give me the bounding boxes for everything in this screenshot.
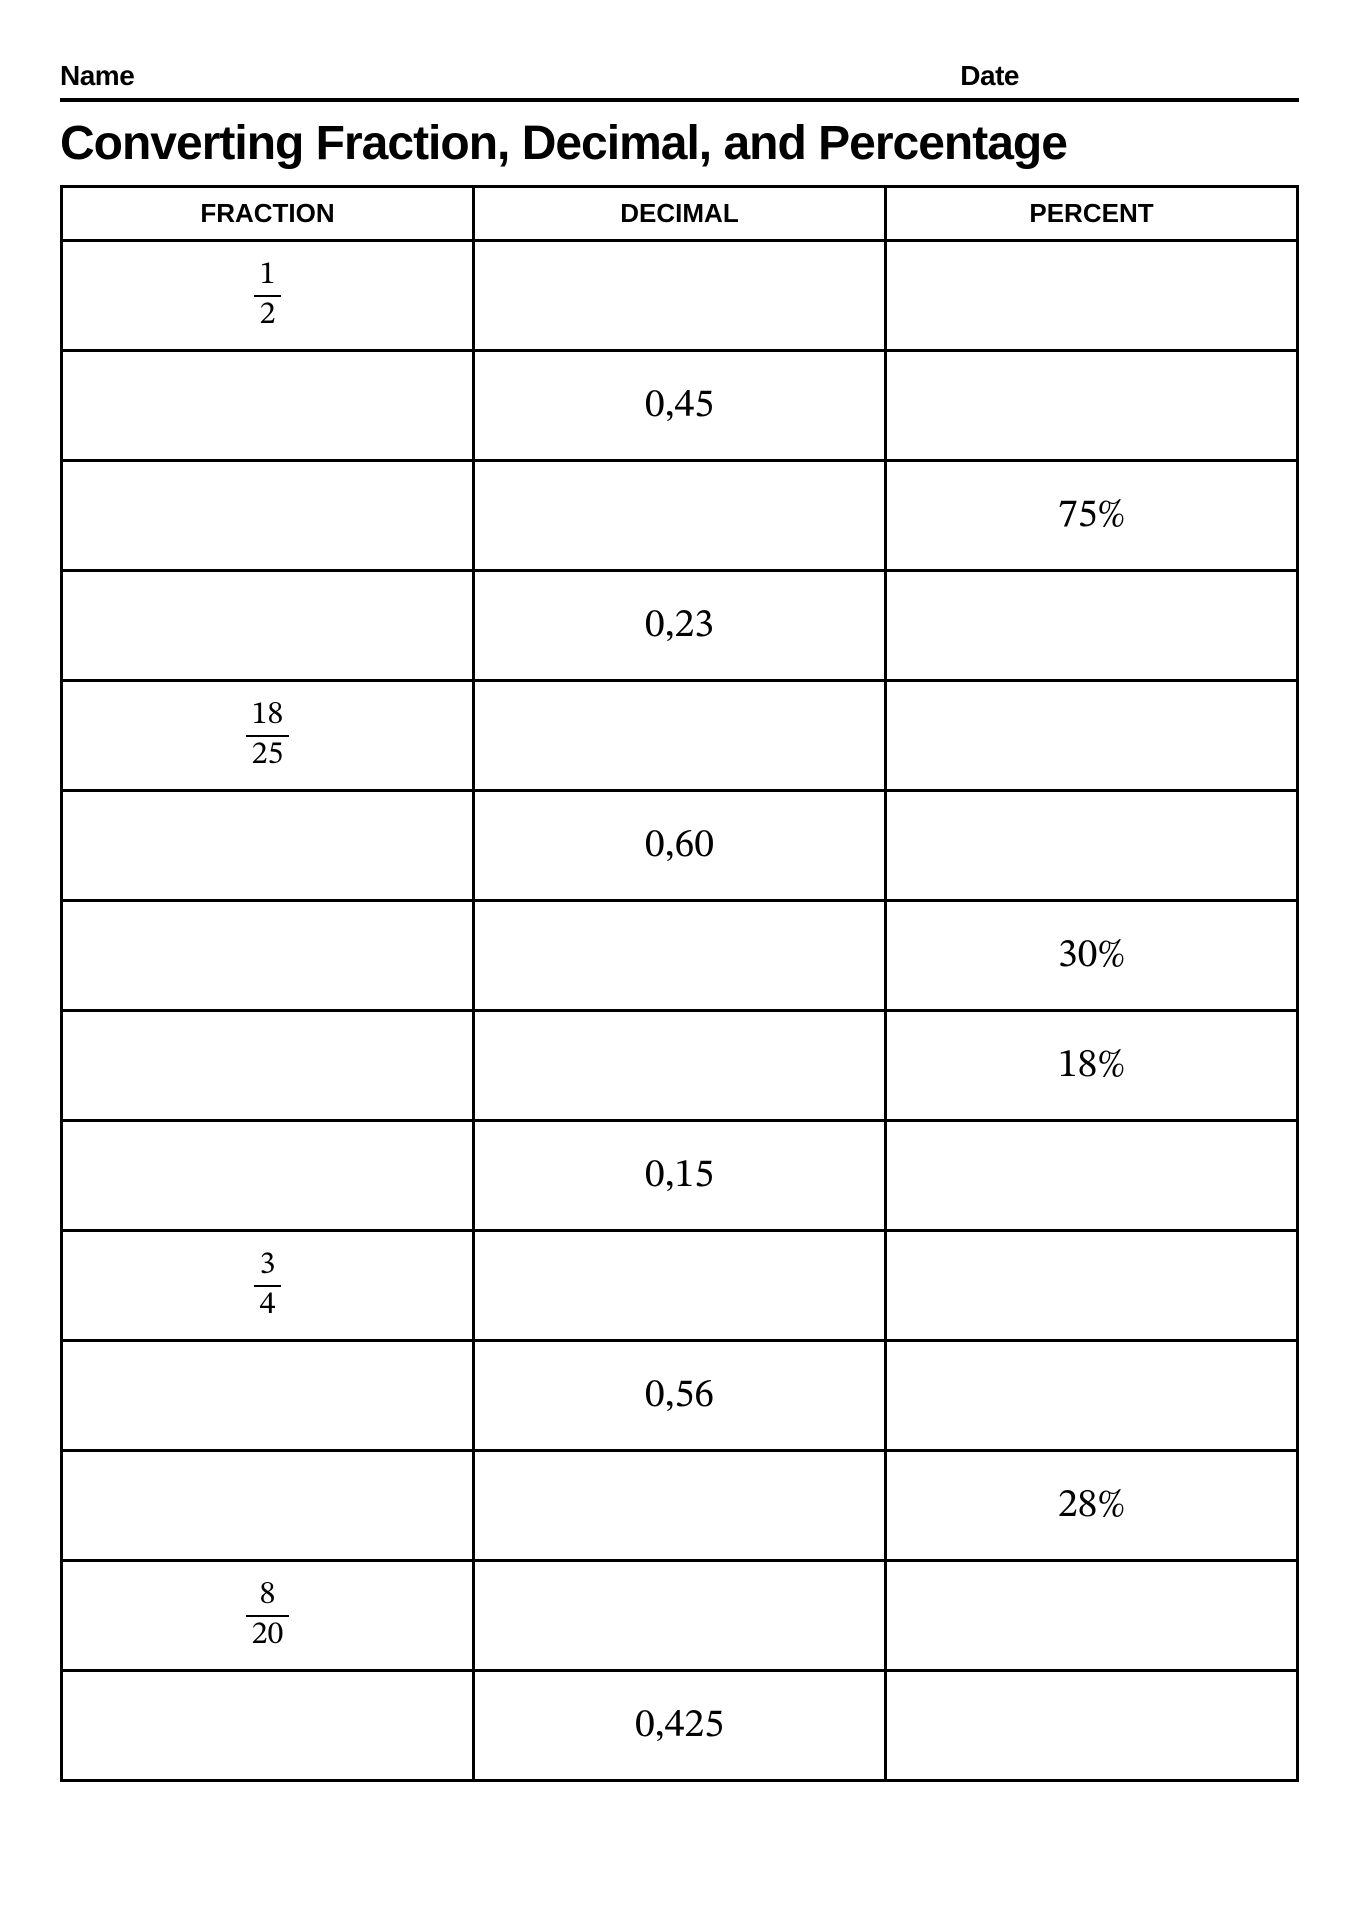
- table-row: 0,56: [62, 1341, 1298, 1451]
- fraction-cell[interactable]: [62, 901, 474, 1011]
- decimal-cell[interactable]: [474, 241, 886, 351]
- decimal-value: 0,56: [645, 1376, 714, 1416]
- percent-value: 30%: [1058, 936, 1125, 976]
- fraction-cell[interactable]: [62, 571, 474, 681]
- percent-cell[interactable]: [886, 1341, 1298, 1451]
- decimal-value: 0,60: [645, 826, 714, 866]
- percent-cell[interactable]: [886, 1231, 1298, 1341]
- decimal-value: 0,15: [645, 1156, 714, 1196]
- table-row: 75%: [62, 461, 1298, 571]
- percent-cell[interactable]: [886, 1561, 1298, 1671]
- name-label: Name: [60, 60, 134, 92]
- fraction-numerator: 8: [246, 1578, 290, 1616]
- fraction-cell[interactable]: [62, 1011, 474, 1121]
- fraction-numerator: 3: [254, 1248, 282, 1286]
- table-row: 18%: [62, 1011, 1298, 1121]
- col-header-decimal: DECIMAL: [474, 187, 886, 241]
- table-row: 1825: [62, 681, 1298, 791]
- percent-value: 18%: [1058, 1046, 1125, 1086]
- percent-value: 28%: [1058, 1486, 1125, 1526]
- decimal-cell[interactable]: [474, 681, 886, 791]
- fraction-denominator: 20: [246, 1617, 290, 1653]
- fraction-cell[interactable]: [62, 791, 474, 901]
- fraction-cell[interactable]: 1825: [62, 681, 474, 791]
- page-title: Converting Fraction, Decimal, and Percen…: [60, 116, 1299, 171]
- fraction-denominator: 4: [254, 1287, 282, 1323]
- fraction-cell[interactable]: [62, 461, 474, 571]
- decimal-cell[interactable]: 0,23: [474, 571, 886, 681]
- decimal-cell[interactable]: 0,425: [474, 1671, 886, 1781]
- table-row: 0,45: [62, 351, 1298, 461]
- percent-cell[interactable]: [886, 1671, 1298, 1781]
- percent-cell[interactable]: 75%: [886, 461, 1298, 571]
- fraction-cell[interactable]: [62, 1121, 474, 1231]
- table-row: 820: [62, 1561, 1298, 1671]
- table-header-row: FRACTION DECIMAL PERCENT: [62, 187, 1298, 241]
- percent-cell[interactable]: 18%: [886, 1011, 1298, 1121]
- header-line: Name Date: [60, 60, 1299, 102]
- fraction-cell[interactable]: [62, 1451, 474, 1561]
- decimal-cell[interactable]: [474, 1231, 886, 1341]
- table-row: 0,23: [62, 571, 1298, 681]
- table-row: 12: [62, 241, 1298, 351]
- col-header-fraction: FRACTION: [62, 187, 474, 241]
- decimal-cell[interactable]: [474, 461, 886, 571]
- fraction-denominator: 2: [254, 297, 282, 333]
- fraction-value: 12: [254, 258, 282, 332]
- table-row: 34: [62, 1231, 1298, 1341]
- fraction-denominator: 25: [246, 737, 290, 773]
- table-row: 0,425: [62, 1671, 1298, 1781]
- fraction-cell[interactable]: [62, 1671, 474, 1781]
- decimal-cell[interactable]: [474, 1451, 886, 1561]
- table-body: 120,4575%0,2318250,6030%18%0,15340,5628%…: [62, 241, 1298, 1781]
- fraction-cell[interactable]: 12: [62, 241, 474, 351]
- percent-cell[interactable]: [886, 791, 1298, 901]
- decimal-cell[interactable]: 0,15: [474, 1121, 886, 1231]
- fraction-cell[interactable]: [62, 1341, 474, 1451]
- decimal-cell[interactable]: [474, 1561, 886, 1671]
- decimal-cell[interactable]: [474, 1011, 886, 1121]
- percent-cell[interactable]: [886, 241, 1298, 351]
- decimal-cell[interactable]: 0,56: [474, 1341, 886, 1451]
- table-row: 0,60: [62, 791, 1298, 901]
- percent-cell[interactable]: [886, 1121, 1298, 1231]
- conversion-table: FRACTION DECIMAL PERCENT 120,4575%0,2318…: [60, 185, 1299, 1782]
- decimal-value: 0,45: [645, 386, 714, 426]
- date-label: Date: [960, 60, 1019, 92]
- fraction-numerator: 1: [254, 258, 282, 296]
- col-header-percent: PERCENT: [886, 187, 1298, 241]
- fraction-cell[interactable]: 34: [62, 1231, 474, 1341]
- fraction-cell[interactable]: 820: [62, 1561, 474, 1671]
- table-row: 30%: [62, 901, 1298, 1011]
- percent-cell[interactable]: [886, 571, 1298, 681]
- percent-value: 75%: [1058, 496, 1125, 536]
- decimal-cell[interactable]: 0,60: [474, 791, 886, 901]
- fraction-value: 34: [254, 1248, 282, 1322]
- fraction-cell[interactable]: [62, 351, 474, 461]
- percent-cell[interactable]: [886, 351, 1298, 461]
- percent-cell[interactable]: 28%: [886, 1451, 1298, 1561]
- percent-cell[interactable]: [886, 681, 1298, 791]
- fraction-value: 820: [246, 1578, 290, 1652]
- decimal-value: 0,425: [635, 1706, 724, 1746]
- decimal-value: 0,23: [645, 606, 714, 646]
- decimal-cell[interactable]: 0,45: [474, 351, 886, 461]
- fraction-value: 1825: [246, 698, 290, 772]
- table-row: 28%: [62, 1451, 1298, 1561]
- percent-cell[interactable]: 30%: [886, 901, 1298, 1011]
- decimal-cell[interactable]: [474, 901, 886, 1011]
- fraction-numerator: 18: [246, 698, 290, 736]
- table-row: 0,15: [62, 1121, 1298, 1231]
